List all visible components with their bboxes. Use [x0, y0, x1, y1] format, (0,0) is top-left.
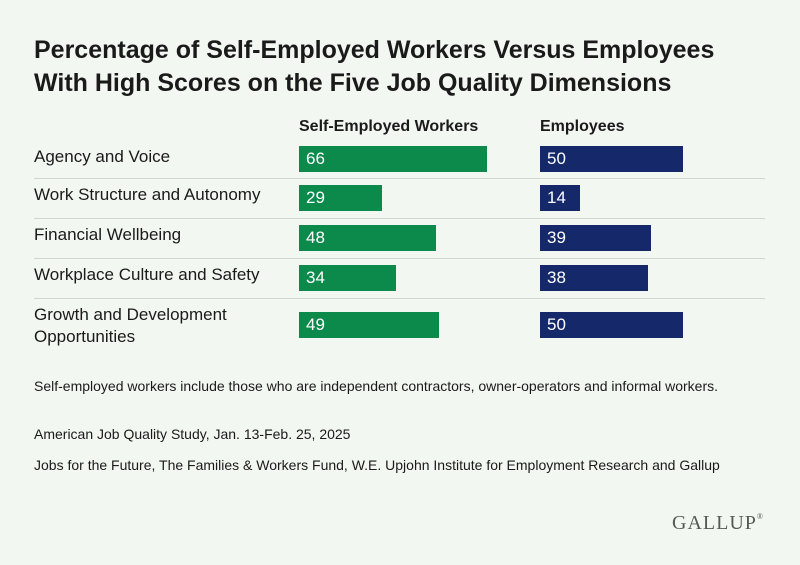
bar-self-employed: 66	[299, 146, 488, 172]
footnote-source: American Job Quality Study, Jan. 13-Feb.…	[34, 426, 351, 442]
bar-employees: 38	[540, 265, 649, 291]
bar-value-label: 39	[547, 228, 566, 247]
bar-value-label: 50	[547, 315, 566, 334]
bar-value-label: 29	[306, 188, 325, 207]
chart-row: Work Structure and Autonomy 29 14	[34, 178, 765, 219]
category-label: Work Structure and Autonomy	[34, 185, 261, 204]
bar-value-label: 48	[306, 228, 325, 247]
gallup-logo: GALLUP®	[672, 512, 764, 534]
footnote-partners: Jobs for the Future, The Families & Work…	[34, 457, 720, 473]
category-label: Financial Wellbeing	[34, 225, 182, 244]
footnote-definition: Self-employed workers include those who …	[34, 378, 719, 394]
bar-employees: 50	[540, 312, 683, 338]
category-label: Workplace Culture and Safety	[34, 265, 260, 284]
chart-title: Percentage of Self-Employed Workers Vers…	[34, 36, 715, 97]
bar-value-label: 34	[306, 268, 325, 287]
bar-self-employed: 29	[299, 185, 382, 211]
bar-value-label: 49	[306, 315, 325, 334]
chart-row: Financial Wellbeing 48 39	[34, 218, 765, 259]
bar-employees: 39	[540, 225, 652, 251]
bar-value-label: 50	[547, 149, 566, 168]
bar-self-employed: 49	[299, 312, 439, 338]
category-label: Growth and Development Opportunities	[34, 305, 227, 346]
bar-self-employed: 48	[299, 225, 436, 251]
chart-row: Workplace Culture and Safety 34 38	[34, 258, 765, 299]
bar-value-label: 38	[547, 268, 566, 287]
chart-row: Agency and Voice 66 50	[34, 140, 765, 179]
legend-employees: Employees	[540, 118, 625, 135]
legend-self-employed: Self-Employed Workers	[299, 118, 479, 135]
bar-value-label: 66	[306, 149, 325, 168]
bar-value-label: 14	[547, 188, 566, 207]
bar-self-employed: 34	[299, 265, 396, 291]
bar-employees: 50	[540, 146, 683, 172]
chart-row: Growth and Development Opportunities 49 50	[34, 298, 765, 354]
bar-employees: 14	[540, 185, 580, 211]
category-label: Agency and Voice	[34, 147, 171, 166]
